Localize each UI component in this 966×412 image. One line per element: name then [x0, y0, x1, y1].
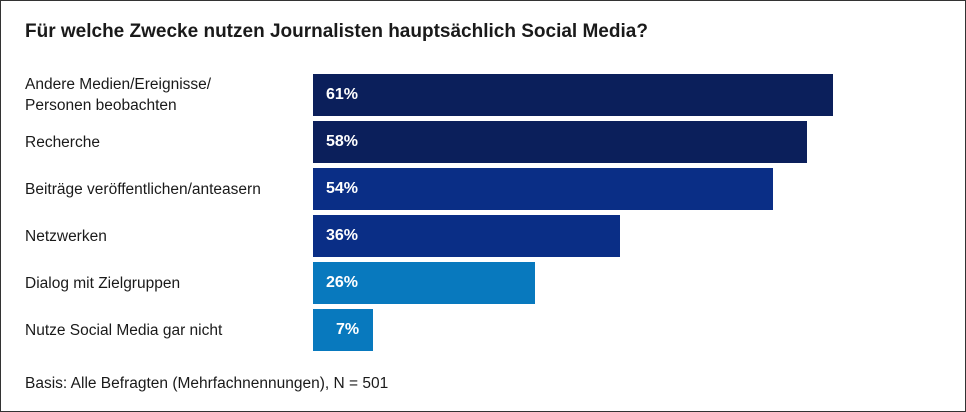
data-label: 61%	[326, 86, 359, 103]
bar	[313, 309, 373, 351]
bar	[313, 121, 808, 163]
footnote: Basis: Alle Befragten (Mehrfachnennungen…	[25, 375, 389, 392]
category-label: Recherche	[25, 133, 100, 151]
category-label: Netzwerken	[25, 227, 107, 245]
data-label: 7%	[336, 321, 360, 338]
category-label: Andere Medien/Ereignisse/ Personen beoba…	[25, 76, 212, 114]
bar	[313, 215, 620, 257]
bar	[313, 168, 774, 210]
category-label: Beiträge veröffentlichen/anteasern	[25, 180, 261, 198]
data-label: 54%	[326, 180, 359, 197]
category-label: Nutze Social Media gar nicht	[25, 321, 223, 339]
bar	[313, 74, 833, 116]
bar	[313, 262, 535, 304]
category-label: Dialog mit Zielgruppen	[25, 274, 181, 292]
data-label: 36%	[326, 227, 359, 244]
chart-title: Für welche Zwecke nutzen Journalisten ha…	[25, 21, 648, 42]
data-label: 26%	[326, 274, 359, 291]
data-label: 58%	[326, 133, 359, 150]
